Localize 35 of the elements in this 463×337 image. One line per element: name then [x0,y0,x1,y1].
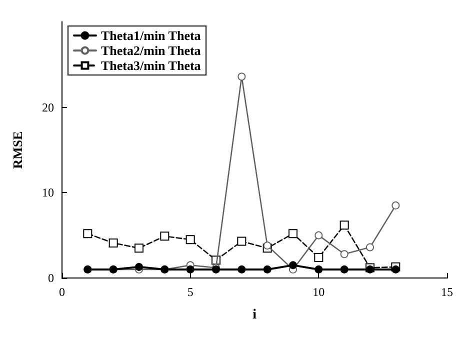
point [340,265,348,274]
point [186,235,195,244]
y-tick-label: 10 [42,186,54,200]
point [238,72,246,81]
point [366,243,374,252]
legend-label: Theta1/min Theta [101,28,202,43]
point [237,236,246,246]
y-tick-label: 20 [42,100,54,114]
x-tick-label: 5 [187,285,194,299]
point [392,201,400,210]
legend-label: Theta2/min Theta [101,43,202,58]
point [186,265,194,274]
point [108,238,118,248]
point [288,229,298,238]
y-tick-label: 0 [48,271,54,285]
point [263,242,272,250]
x-tick-label: 10 [312,285,325,299]
point [340,220,349,230]
point [392,265,400,274]
point [289,261,297,270]
point [83,229,92,238]
y-axis-title: RMSE [10,131,25,169]
point [238,265,246,274]
point [134,244,144,253]
point [314,265,323,274]
legend-label: Theta3/min Theta [101,58,202,73]
x-tick-label: 0 [59,285,65,299]
x-tick-label: 15 [441,285,453,299]
point [340,250,348,258]
point [314,231,323,240]
point [160,232,170,241]
point [314,253,324,262]
point [263,265,272,274]
point [135,262,143,271]
x-axis-title: i [252,308,257,322]
